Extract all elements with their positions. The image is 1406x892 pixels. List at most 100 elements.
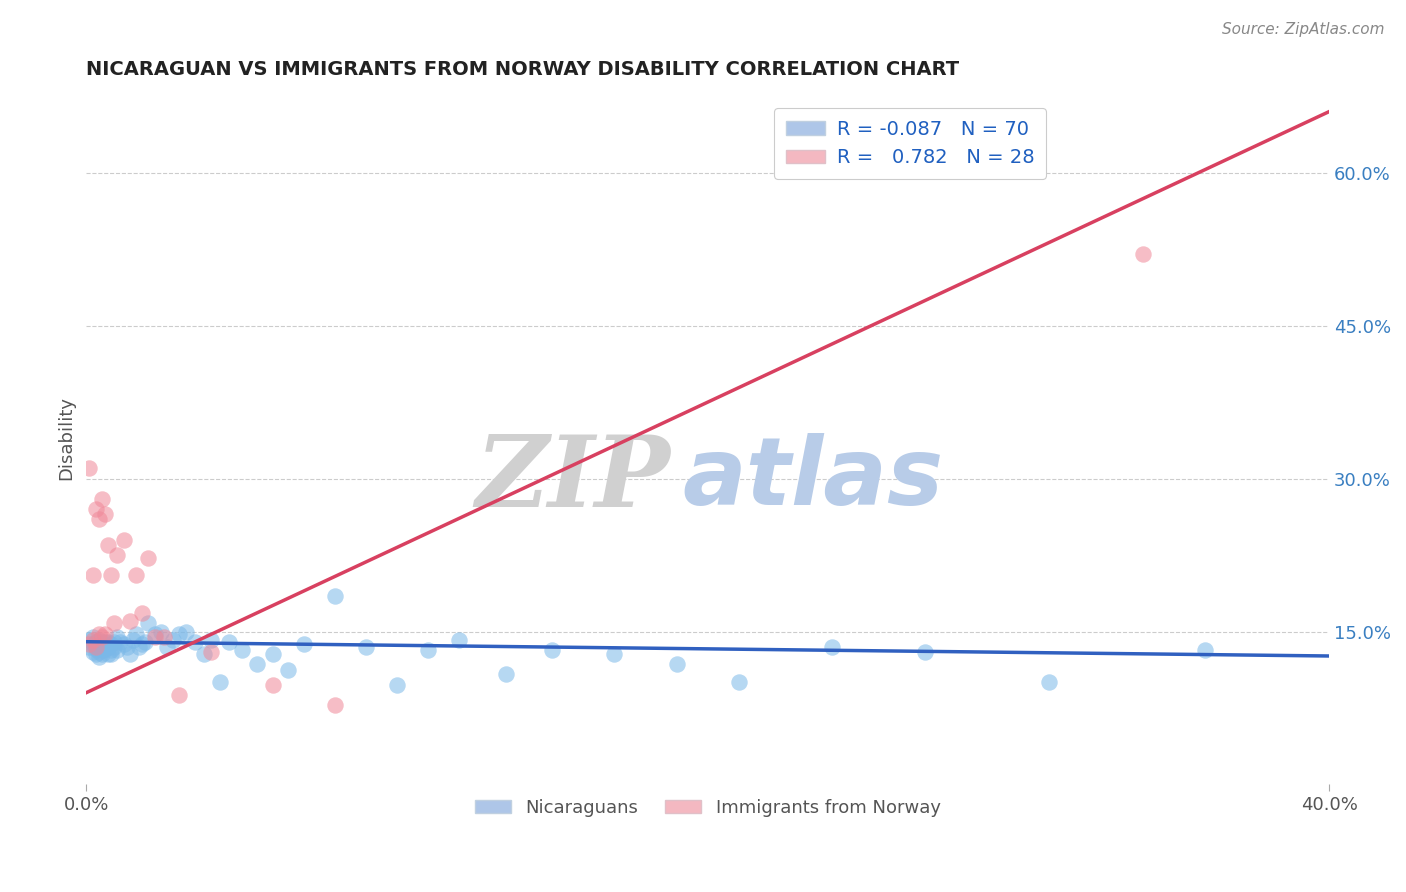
Point — [82, 632, 104, 647]
Point — [94, 508, 117, 522]
Y-axis label: Disability: Disability — [58, 396, 75, 480]
Point — [87, 626, 110, 640]
Point — [218, 634, 240, 648]
Point — [143, 626, 166, 640]
Point — [495, 667, 517, 681]
Point — [162, 632, 184, 647]
Point — [1038, 675, 1060, 690]
Point — [125, 568, 148, 582]
Point — [100, 568, 122, 582]
Point — [149, 624, 172, 639]
Point — [105, 548, 128, 562]
Point — [103, 634, 125, 648]
Point — [541, 643, 564, 657]
Point — [184, 634, 207, 648]
Point — [94, 639, 117, 653]
Point — [87, 512, 110, 526]
Point — [105, 630, 128, 644]
Point — [87, 640, 110, 654]
Point — [103, 640, 125, 654]
Legend: Nicaraguans, Immigrants from Norway: Nicaraguans, Immigrants from Norway — [467, 791, 948, 824]
Point — [416, 643, 439, 657]
Point — [118, 647, 141, 661]
Point — [449, 632, 471, 647]
Point — [82, 637, 104, 651]
Point — [90, 643, 112, 657]
Point — [131, 637, 153, 651]
Point — [105, 643, 128, 657]
Point — [821, 640, 844, 654]
Point — [97, 647, 120, 661]
Point — [84, 640, 107, 654]
Point — [103, 616, 125, 631]
Text: ZIP: ZIP — [475, 431, 671, 528]
Point — [82, 630, 104, 644]
Point — [84, 639, 107, 653]
Point — [90, 634, 112, 648]
Point — [100, 637, 122, 651]
Point — [169, 688, 191, 702]
Point — [94, 634, 117, 648]
Point — [90, 491, 112, 506]
Point — [200, 645, 222, 659]
Point — [94, 641, 117, 656]
Point — [323, 589, 346, 603]
Point — [665, 657, 688, 672]
Point — [79, 461, 101, 475]
Point — [156, 640, 179, 654]
Point — [134, 634, 156, 648]
Text: atlas: atlas — [683, 434, 943, 525]
Point — [131, 606, 153, 620]
Point — [1132, 247, 1154, 261]
Point — [97, 538, 120, 552]
Point — [79, 640, 101, 654]
Point — [231, 643, 253, 657]
Point — [122, 632, 145, 647]
Point — [100, 647, 122, 661]
Point — [100, 643, 122, 657]
Point — [84, 634, 107, 648]
Point — [262, 677, 284, 691]
Point — [84, 647, 107, 661]
Point — [354, 640, 377, 654]
Point — [97, 640, 120, 654]
Point — [87, 632, 110, 647]
Point — [87, 650, 110, 665]
Point — [115, 640, 138, 654]
Point — [292, 637, 315, 651]
Point — [112, 637, 135, 651]
Point — [90, 630, 112, 644]
Point — [1194, 643, 1216, 657]
Point — [82, 645, 104, 659]
Point — [94, 626, 117, 640]
Point — [727, 675, 749, 690]
Point — [112, 533, 135, 547]
Point — [97, 634, 120, 648]
Point — [79, 632, 101, 647]
Point — [138, 616, 160, 631]
Point — [200, 632, 222, 647]
Point — [118, 615, 141, 629]
Point — [90, 637, 112, 651]
Point — [262, 647, 284, 661]
Point — [385, 677, 408, 691]
Point — [208, 675, 231, 690]
Point — [79, 637, 101, 651]
Point — [603, 647, 626, 661]
Point — [90, 647, 112, 661]
Point — [153, 630, 176, 644]
Point — [143, 630, 166, 644]
Text: NICARAGUAN VS IMMIGRANTS FROM NORWAY DISABILITY CORRELATION CHART: NICARAGUAN VS IMMIGRANTS FROM NORWAY DIS… — [86, 60, 959, 78]
Point — [125, 626, 148, 640]
Point — [82, 568, 104, 582]
Point — [914, 645, 936, 659]
Point — [84, 641, 107, 656]
Point — [277, 663, 299, 677]
Point — [174, 624, 197, 639]
Point — [128, 640, 150, 654]
Point — [84, 502, 107, 516]
Point — [193, 647, 215, 661]
Point — [138, 551, 160, 566]
Text: Source: ZipAtlas.com: Source: ZipAtlas.com — [1222, 22, 1385, 37]
Point — [110, 634, 132, 648]
